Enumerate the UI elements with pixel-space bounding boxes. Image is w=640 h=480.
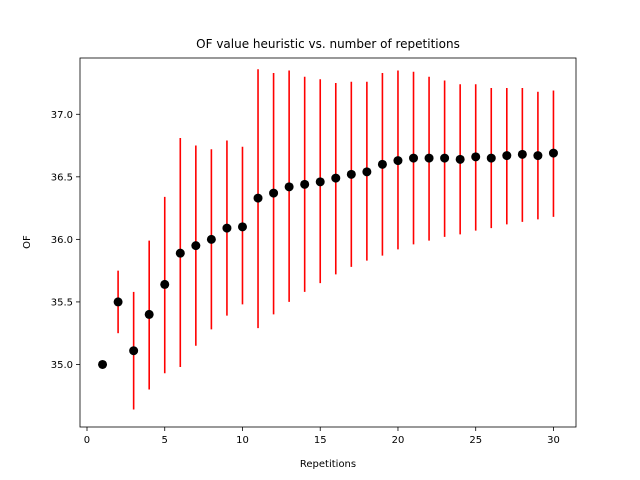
- y-tick-label-0: 35.0: [51, 360, 73, 371]
- data-point-11: [253, 193, 263, 203]
- data-point-16: [331, 173, 341, 183]
- data-point-26: [486, 153, 496, 163]
- x-tick-label-10: 10: [236, 435, 249, 446]
- data-point-25: [471, 152, 481, 162]
- y-tick-label-4: 37.0: [51, 110, 73, 121]
- y-axis-label: OF: [22, 235, 33, 249]
- data-point-23: [440, 153, 450, 163]
- data-point-10: [237, 222, 247, 232]
- x-axis-label: Repetitions: [300, 459, 356, 470]
- x-tick-label-20: 20: [392, 435, 405, 446]
- data-point-2: [113, 297, 123, 307]
- x-tick-label-30: 30: [547, 435, 560, 446]
- x-tick-label-0: 0: [84, 435, 90, 446]
- y-axis: 35.0 35.5 36.0 36.5 37.0: [51, 110, 80, 371]
- data-point-8: [206, 234, 216, 244]
- y-tick-label-2: 36.0: [51, 235, 73, 246]
- data-point-22: [424, 153, 434, 163]
- data-point-4: [144, 309, 154, 319]
- x-tick-label-15: 15: [314, 435, 327, 446]
- data-point-15: [315, 177, 325, 187]
- points-group: [98, 148, 558, 369]
- data-point-29: [533, 151, 543, 161]
- x-tick-label-25: 25: [469, 435, 482, 446]
- y-tick-label-3: 36.5: [51, 172, 73, 183]
- data-point-12: [269, 188, 279, 198]
- data-point-9: [222, 223, 232, 233]
- chart-title: OF value heuristic vs. number of repetit…: [196, 37, 460, 51]
- data-point-18: [362, 167, 372, 177]
- data-point-14: [300, 179, 310, 189]
- data-point-30: [548, 148, 558, 158]
- data-point-17: [346, 169, 356, 179]
- data-point-7: [191, 241, 201, 251]
- data-point-27: [502, 151, 512, 161]
- plot-frame: [79, 57, 577, 428]
- x-tick-label-5: 5: [162, 435, 168, 446]
- data-point-24: [455, 154, 465, 164]
- data-point-6: [175, 248, 185, 258]
- data-point-21: [409, 153, 419, 163]
- data-point-1: [98, 359, 108, 369]
- x-axis: 0 5 10 15 20 25 30: [84, 427, 560, 446]
- data-point-19: [377, 159, 387, 169]
- data-point-13: [284, 182, 294, 192]
- data-point-28: [517, 149, 527, 159]
- data-point-20: [393, 156, 403, 166]
- data-point-3: [129, 346, 139, 356]
- data-point-5: [160, 279, 170, 289]
- y-tick-label-1: 35.5: [51, 297, 73, 308]
